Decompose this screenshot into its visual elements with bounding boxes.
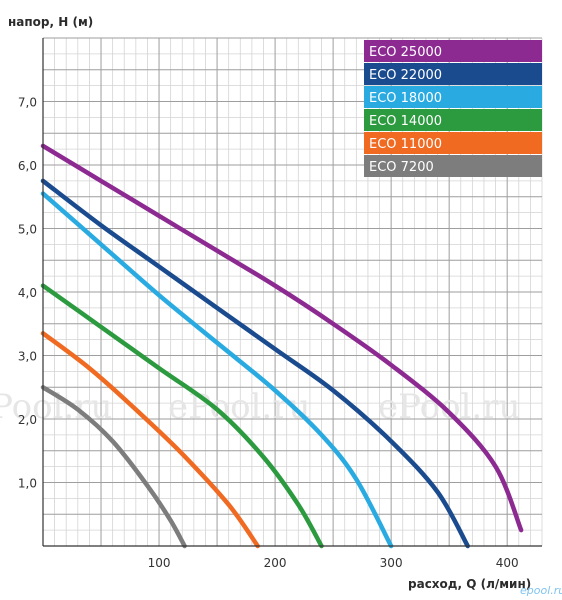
series-line-eco-11000 — [40, 331, 260, 549]
y-tick-label: 7,0 — [18, 96, 37, 110]
legend-swatch — [364, 40, 542, 62]
curve-layer — [40, 143, 524, 549]
legend-label: ECO 25000 — [369, 45, 442, 60]
legend-label: ECO 22000 — [369, 68, 442, 83]
legend-swatch — [364, 86, 542, 108]
series-line-eco-7200 — [40, 385, 187, 549]
tick-labels: 100 200 300 400 1,0 2,0 3,0 4,0 5,0 6,0 7,0 — [18, 96, 519, 571]
legend-label: ECO 7200 — [369, 160, 434, 175]
watermark-text: ePool.ru — [378, 387, 520, 427]
x-tick-label: 100 — [148, 556, 171, 570]
brand-mark: epool.ru — [520, 584, 562, 597]
x-tick-label: 400 — [496, 556, 519, 570]
axes — [42, 38, 542, 547]
x-axis-title: расход, Q (л/мин) — [408, 577, 531, 591]
legend-swatch — [364, 155, 542, 177]
series-line-eco-18000 — [40, 191, 394, 549]
series-line-eco-25000 — [40, 143, 524, 533]
legend: ECO 25000 ECO 22000 ECO 18000 ECO 14000 ECO … — [364, 40, 542, 177]
x-tick-label: 200 — [264, 556, 287, 570]
y-tick-label: 4,0 — [18, 286, 37, 300]
legend-swatch — [364, 63, 542, 85]
x-tick-label: 300 — [380, 556, 403, 570]
y-tick-label: 2,0 — [18, 413, 37, 427]
legend-label: ECO 11000 — [369, 137, 442, 152]
series-line-eco-14000 — [40, 283, 324, 549]
legend-label: ECO 18000 — [369, 91, 442, 106]
y-tick-label: 3,0 — [18, 350, 37, 364]
y-tick-label: 6,0 — [18, 159, 37, 173]
legend-swatch — [364, 109, 542, 131]
legend-label: ECO 14000 — [369, 114, 442, 129]
y-axis-title: напор, H (м) — [8, 15, 93, 29]
series-line-eco-22000 — [40, 178, 470, 549]
y-tick-label: 5,0 — [18, 223, 37, 237]
watermark-text: ePool.ru — [168, 387, 310, 427]
legend-swatch — [364, 132, 542, 154]
y-tick-label: 1,0 — [18, 477, 37, 491]
